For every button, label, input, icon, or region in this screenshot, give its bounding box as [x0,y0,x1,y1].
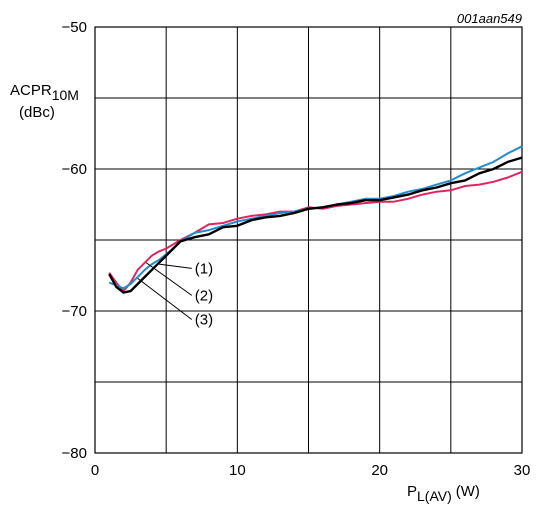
y-tick-label: −60 [62,161,87,178]
y-tick-label: −50 [62,19,87,36]
y-axis-unit: (dBc) [19,104,55,121]
plot-frame [94,26,523,454]
series-layer [108,145,523,294]
series-label: (1) [195,260,213,277]
series-line [108,156,523,294]
x-axis-label-main: P [407,483,417,500]
leader-line [137,277,193,320]
tick-layer: 0 10 20 30 −80 −70 −60 −50 [62,19,531,479]
annotation-layer: (1) (2) (3) [137,260,213,329]
leader-line [145,262,193,296]
x-tick-label: 30 [514,462,531,479]
y-axis-label-sub: 10M [52,87,79,103]
series-label: (2) [195,287,213,304]
figure-id: 001aan549 [457,11,522,26]
grid-layer [94,26,523,454]
series-line [108,145,523,290]
y-axis-label-main: ACPR [10,82,52,99]
x-tick-label: 10 [229,462,246,479]
series-label: (3) [195,312,213,329]
series-line [108,170,523,293]
x-tick-label: 0 [91,462,99,479]
y-axis-label: ACPR10M [10,82,79,103]
x-axis-label-unit: (W) [456,483,480,500]
y-tick-label: −80 [62,445,87,462]
leader-line [158,263,192,269]
x-axis-label-sub: L(AV) [417,488,452,504]
y-tick-label: −70 [62,303,87,320]
x-axis-label: PL(AV) (W) [407,483,480,504]
x-tick-label: 20 [371,462,388,479]
